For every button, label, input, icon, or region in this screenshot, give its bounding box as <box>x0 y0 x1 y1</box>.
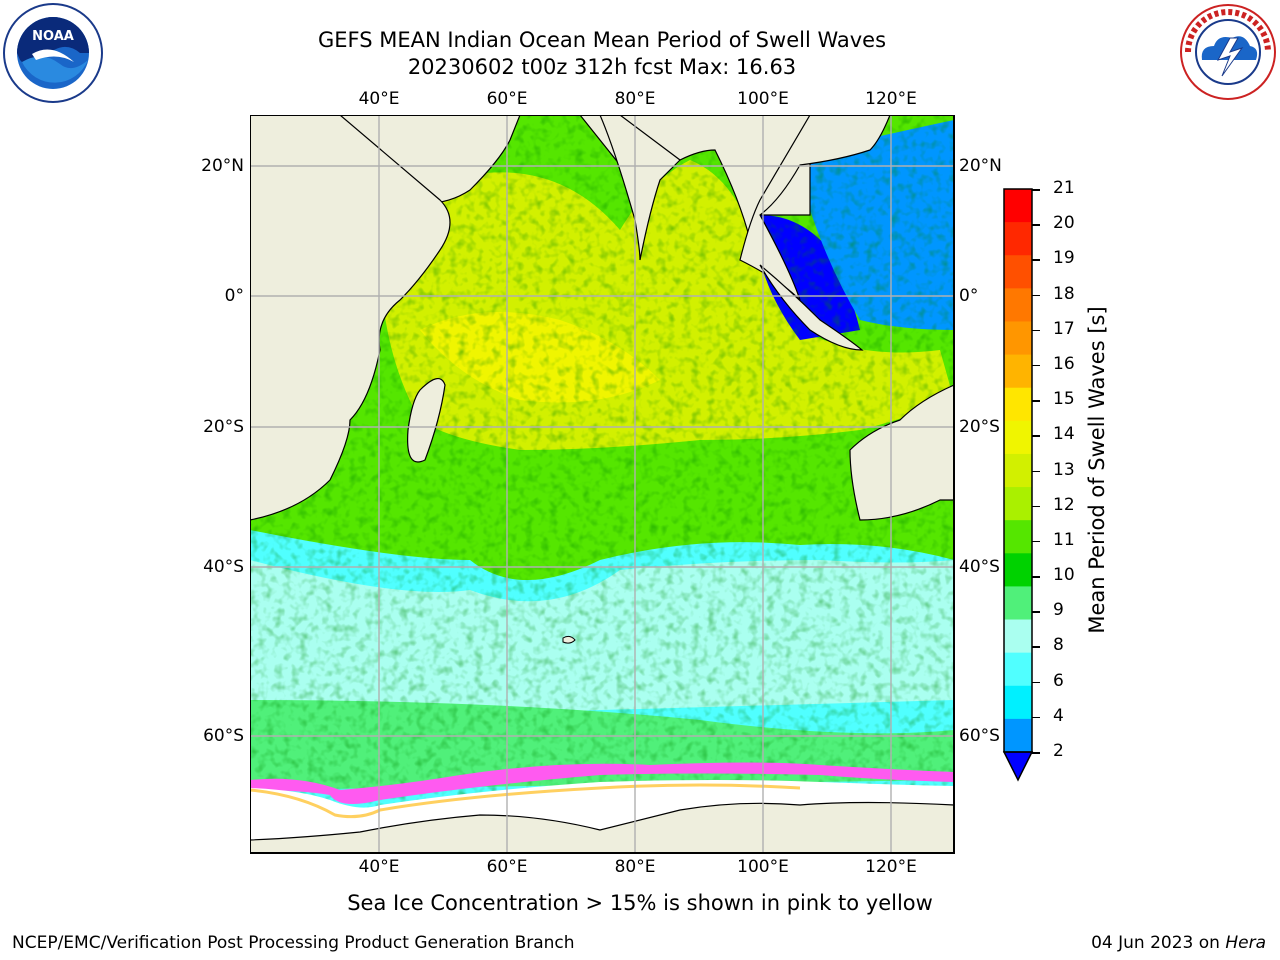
colorbar-tick-mark <box>1032 681 1040 684</box>
colorbar-tick-mark <box>1032 752 1040 754</box>
colorbar-tick-mark <box>1032 646 1040 648</box>
colorbar-tick-label: 15 <box>1053 389 1075 410</box>
colorbar-label: Mean Period of Swell Waves [s] <box>1085 306 1109 634</box>
colorbar-band <box>1004 652 1032 687</box>
colorbar-tick-mark <box>1032 611 1040 613</box>
colorbar-tick-label: 19 <box>1053 248 1075 269</box>
colorbar-tick-mark <box>1032 505 1040 508</box>
colorbar-band <box>1004 321 1032 356</box>
colorbar-band <box>1004 520 1032 554</box>
colorbar-tick-label: 8 <box>1053 635 1064 656</box>
colorbar-tick-label: 18 <box>1053 283 1075 304</box>
colorbar-band <box>1004 420 1032 455</box>
land-madagascar <box>407 378 446 463</box>
colorbar-tick-mark <box>1032 294 1040 297</box>
lon-label-top-80e: 80°E <box>614 89 656 109</box>
lon-label-top-100e: 100°E <box>737 89 789 109</box>
colorbar-band <box>1004 255 1032 289</box>
lat-label-left-0: 0° <box>224 286 244 306</box>
map-frame <box>250 115 955 854</box>
land-australia <box>849 384 954 521</box>
land-southeast-asia <box>739 115 891 301</box>
colorbar-tick-mark <box>1032 364 1040 367</box>
colorbar-tick-label: 6 <box>1053 670 1064 691</box>
colorbar-under-arrow <box>1002 751 1034 782</box>
svg-text:NOAA: NOAA <box>32 29 74 44</box>
land-antarctica <box>250 801 954 853</box>
footer-date: 04 Jun 2023 on Hera <box>1091 933 1266 953</box>
nws-logo-icon <box>1180 4 1276 100</box>
lat-label-right-0: 0° <box>959 286 979 306</box>
chart-subtitle: 20230602 t00z 312h fcst Max: 16.63 <box>407 55 797 79</box>
colorbar-tick-mark <box>1032 470 1040 472</box>
land-india-peninsula <box>599 115 681 261</box>
colorbar-band <box>1004 222 1032 256</box>
colorbar-band <box>1004 586 1032 621</box>
colorbar-band <box>1004 553 1032 587</box>
lat-label-left-40s: 40°S <box>203 557 244 577</box>
lon-label-top-120e: 120°E <box>865 89 917 109</box>
colorbar-tick-mark <box>1032 329 1040 332</box>
lat-label-right-20s: 20°S <box>959 417 1000 437</box>
lon-label-bottom-60e: 60°E <box>486 857 528 877</box>
colorbar-band <box>1004 354 1032 389</box>
land-africa <box>250 115 451 521</box>
colorbar-tick-label: 21 <box>1053 178 1075 198</box>
lon-label-top-40e: 40°E <box>358 89 400 109</box>
colorbar-tick-label: 12 <box>1053 494 1075 515</box>
lon-label-bottom-100e: 100°E <box>737 857 789 877</box>
lat-label-left-20n: 20°N <box>201 156 244 176</box>
graticule <box>250 115 954 853</box>
colorbar-tick-label: 16 <box>1053 353 1075 374</box>
colorbar-tick-label: 13 <box>1053 459 1075 480</box>
swell-period-map <box>250 115 955 854</box>
colorbar-tick-mark <box>1032 576 1040 578</box>
noaa-logo-icon: NOAA <box>3 3 103 103</box>
footer-date-text: 04 Jun 2023 on <box>1091 933 1226 953</box>
lat-label-right-60s: 60°S <box>959 726 1000 746</box>
lon-label-top-60e: 60°E <box>486 89 528 109</box>
colorbar-band <box>1004 685 1032 720</box>
colorbar-tick-mark <box>1032 716 1040 719</box>
colorbar-band <box>1004 453 1032 488</box>
sea-ice-margin <box>250 783 801 819</box>
colorbar-tick-mark <box>1032 435 1040 437</box>
land-sumatra <box>759 264 864 351</box>
colorbar-tick-mark <box>1032 224 1040 226</box>
colorbar-tick-label: 20 <box>1053 213 1075 234</box>
colorbar-tick-mark <box>1032 540 1040 543</box>
colorbar-band <box>1004 189 1032 223</box>
land-kerguelen <box>562 635 576 644</box>
lat-label-left-60s: 60°S <box>203 726 244 746</box>
footer-credit: NCEP/EMC/Verification Post Processing Pr… <box>12 933 575 953</box>
lon-label-bottom-120e: 120°E <box>865 857 917 877</box>
colorbar-tick-mark <box>1032 189 1040 191</box>
footer-machine: Hera <box>1225 933 1266 953</box>
sea-ice-edge <box>250 762 954 804</box>
sea-ice-note: Sea Ice Concentration > 15% is shown in … <box>347 891 933 915</box>
colorbar-tick-mark <box>1032 400 1040 402</box>
colorbar-tick-label: 14 <box>1053 424 1075 445</box>
lat-label-right-40s: 40°S <box>959 557 1000 577</box>
colorbar-band <box>1004 487 1032 521</box>
colorbar-band <box>1004 718 1032 753</box>
colorbar-band <box>1004 387 1032 422</box>
lon-label-bottom-80e: 80°E <box>614 857 656 877</box>
colorbar-tick-label: 17 <box>1053 318 1075 339</box>
lon-label-bottom-40e: 40°E <box>358 857 400 877</box>
colorbar-band <box>1004 619 1032 654</box>
colorbar-tick-label: 9 <box>1053 600 1064 621</box>
colorbar-tick-mark <box>1032 259 1040 261</box>
colorbar-tick-label: 11 <box>1053 529 1075 550</box>
chart-title: GEFS MEAN Indian Ocean Mean Period of Sw… <box>317 28 887 52</box>
lat-label-left-20s: 20°S <box>203 417 244 437</box>
colorbar-tick-label: 2 <box>1053 741 1064 761</box>
lat-label-right-20n: 20°N <box>959 156 1002 176</box>
colorbar-band <box>1004 288 1032 322</box>
colorbar <box>1002 188 1034 782</box>
colorbar-tick-label: 4 <box>1053 705 1064 726</box>
colorbar-tick-label: 10 <box>1053 565 1075 586</box>
